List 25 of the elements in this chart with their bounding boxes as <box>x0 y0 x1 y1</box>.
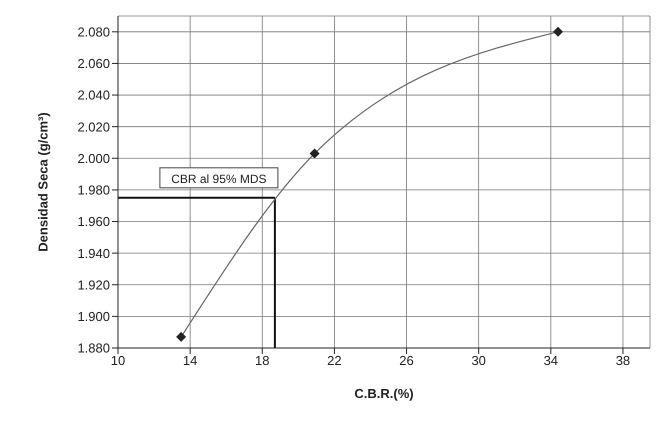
y-tick-label: 2.020 <box>77 119 110 134</box>
annotation: CBR al 95% MDS <box>171 172 267 186</box>
y-tick-label: 1.960 <box>77 214 110 230</box>
x-tick-label: 10 <box>110 353 126 368</box>
y-tick-label: 1.920 <box>77 277 110 292</box>
x-tick-label: 18 <box>255 353 270 368</box>
x-tick-label: 34 <box>544 353 558 368</box>
x-tick-label: 26 <box>399 353 414 368</box>
y-tick-label: 1.900 <box>77 308 110 324</box>
point <box>310 148 320 159</box>
x-axis-title: C.B.R.(%) <box>354 386 414 401</box>
y-tick-label: 1.940 <box>77 246 110 261</box>
y-axis-title: Densidad Seca (g/cm³) <box>36 112 51 252</box>
y-tick-label: 2.060 <box>77 56 110 72</box>
y-tick-label: 2.000 <box>77 150 110 166</box>
y-tick-label: 2.040 <box>77 88 110 103</box>
x-tick-label: 22 <box>327 353 342 368</box>
y-tick-label: 1.880 <box>77 340 110 356</box>
point <box>176 332 186 342</box>
x-tick-label: 14 <box>182 353 198 368</box>
x-tick-label: 38 <box>616 353 630 368</box>
y-tick-label: 1.980 <box>77 182 110 198</box>
x-tick-label: 30 <box>471 353 486 368</box>
y-tick-label: 2.080 <box>77 24 110 40</box>
point <box>553 26 564 37</box>
